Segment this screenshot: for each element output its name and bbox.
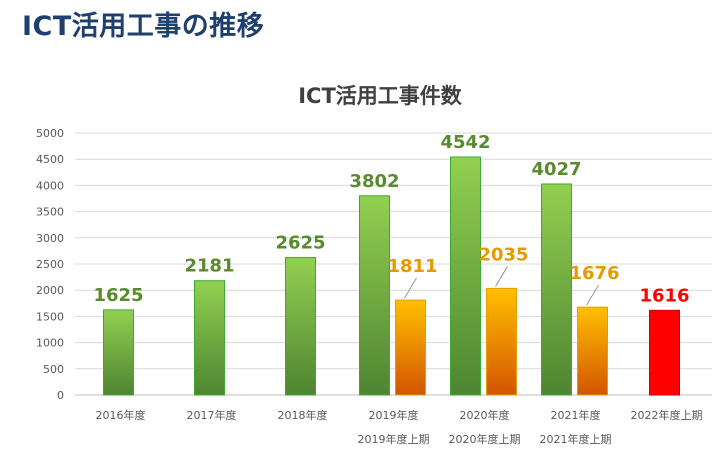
x-tick-label: 2022年度上期: [631, 408, 703, 422]
bar-first-half: [486, 287, 517, 396]
y-tick-label: 3000: [36, 232, 64, 245]
data-label-annual: 4027: [531, 159, 581, 180]
y-tick-label: 4000: [36, 179, 64, 192]
y-tick-label: 5000: [36, 127, 64, 140]
y-tick-label: 1500: [36, 310, 64, 323]
y-tick-label: 500: [43, 363, 64, 376]
bar-first-half: [577, 306, 608, 396]
x-tick-label: 2020年度: [460, 408, 510, 422]
bar-annual: [541, 183, 572, 396]
bar-annual: [450, 156, 481, 396]
x-tick-label-second: 2019年度上期: [358, 432, 430, 446]
y-tick-label: 0: [57, 389, 64, 402]
data-label-annual: 4542: [440, 132, 490, 153]
data-label-current: 1616: [639, 285, 689, 306]
leader-line: [495, 266, 508, 287]
bar-current: [649, 309, 680, 396]
x-tick-label: 2018年度: [278, 408, 328, 422]
data-label-first-half: 2035: [478, 244, 528, 265]
x-tick-label: 2016年度: [96, 408, 146, 422]
leader-line: [586, 284, 599, 306]
x-tick-label-second: 2021年度上期: [540, 432, 612, 446]
y-tick-label: 1000: [36, 337, 64, 350]
x-tick-label-second: 2020年度上期: [449, 432, 521, 446]
data-label-annual: 1625: [93, 285, 143, 306]
page-title: ICT活用工事の推移: [22, 11, 265, 42]
bar-annual: [194, 280, 225, 396]
data-label-annual: 2625: [275, 232, 325, 253]
y-tick-label: 2500: [36, 258, 64, 271]
data-label-first-half: 1811: [387, 256, 437, 277]
y-tick-label: 2000: [36, 284, 64, 297]
leader-line: [404, 277, 417, 299]
data-label-annual: 2181: [184, 256, 234, 277]
data-label-first-half: 1676: [569, 263, 619, 284]
x-tick-label: 2021年度: [551, 408, 601, 422]
bar-annual: [285, 256, 316, 396]
data-label-annual: 3802: [349, 171, 399, 192]
bar-annual: [103, 309, 134, 396]
x-tick-label: 2017年度: [187, 408, 237, 422]
bar-annual: [359, 195, 390, 396]
x-tick-label: 2019年度: [369, 408, 419, 422]
bar-first-half: [395, 299, 426, 396]
chart-title: ICT活用工事件数: [298, 84, 463, 108]
y-tick-label: 4500: [36, 153, 64, 166]
y-tick-label: 3500: [36, 206, 64, 219]
